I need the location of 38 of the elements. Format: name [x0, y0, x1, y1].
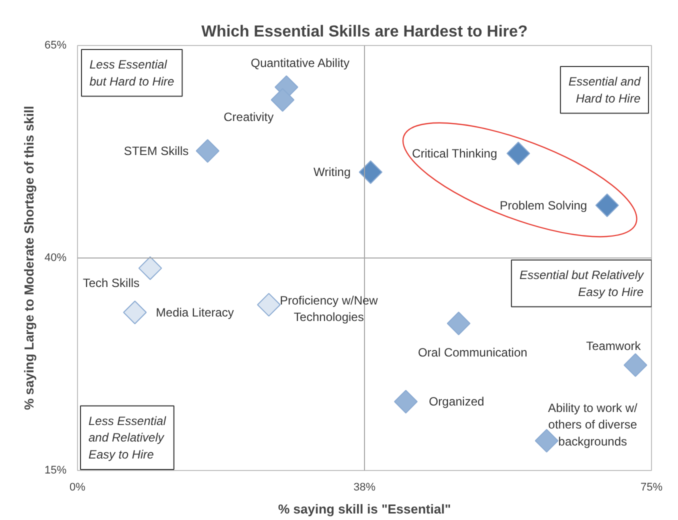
point — [257, 292, 281, 317]
annotation: Quantitative Ability — [250, 56, 350, 70]
y-tick-label: 40% — [44, 252, 67, 264]
annotation: Essential and Hard to Hire — [568, 74, 641, 106]
point — [506, 142, 530, 166]
y-tick-label: 15% — [44, 464, 67, 476]
annotation: Writing — [314, 165, 351, 180]
x-tick-label: 75% — [640, 482, 663, 494]
x-tick-label: 38% — [353, 482, 376, 494]
annotation: Oral Communication — [418, 345, 528, 360]
annotation: Teamwork — [586, 339, 642, 354]
annotation: Creativity — [224, 110, 274, 124]
annotation: Less Essential and Relatively Easy to Hire — [88, 414, 166, 462]
y-tick-label: 65% — [44, 40, 67, 52]
y-axis-title: % saying Large to Moderate Shortage of this skill — [21, 106, 36, 410]
x-axis-title: % saying skill is "Essential" — [278, 502, 451, 516]
annotation: Organized — [428, 394, 484, 409]
annotation: Problem Solving — [500, 198, 588, 212]
point — [123, 300, 147, 324]
point — [358, 160, 382, 184]
point — [446, 312, 470, 336]
x-tick-label: 0% — [70, 482, 86, 494]
point — [270, 88, 294, 112]
point — [394, 390, 418, 414]
annotation: Tech Skills — [82, 276, 140, 290]
point — [595, 193, 619, 218]
annotation: Ability to work w/ others of diverse backgrounds — [548, 400, 638, 449]
annotation: Critical Thinking — [412, 146, 498, 160]
annotation: Proficiency w/New Technologies — [280, 293, 378, 324]
chart-title: Which Essential Skills are Hardest to Hire? — [201, 24, 528, 40]
point — [534, 428, 558, 453]
annotation: Media Literacy — [156, 305, 234, 320]
point — [196, 139, 220, 163]
annotation: STEM Skills — [124, 144, 189, 158]
point — [138, 256, 162, 280]
annotation: Less Essential but Hard to Hire — [90, 58, 175, 88]
annotation: Essential but Relatively Easy to Hire — [519, 268, 644, 299]
point — [624, 353, 648, 377]
